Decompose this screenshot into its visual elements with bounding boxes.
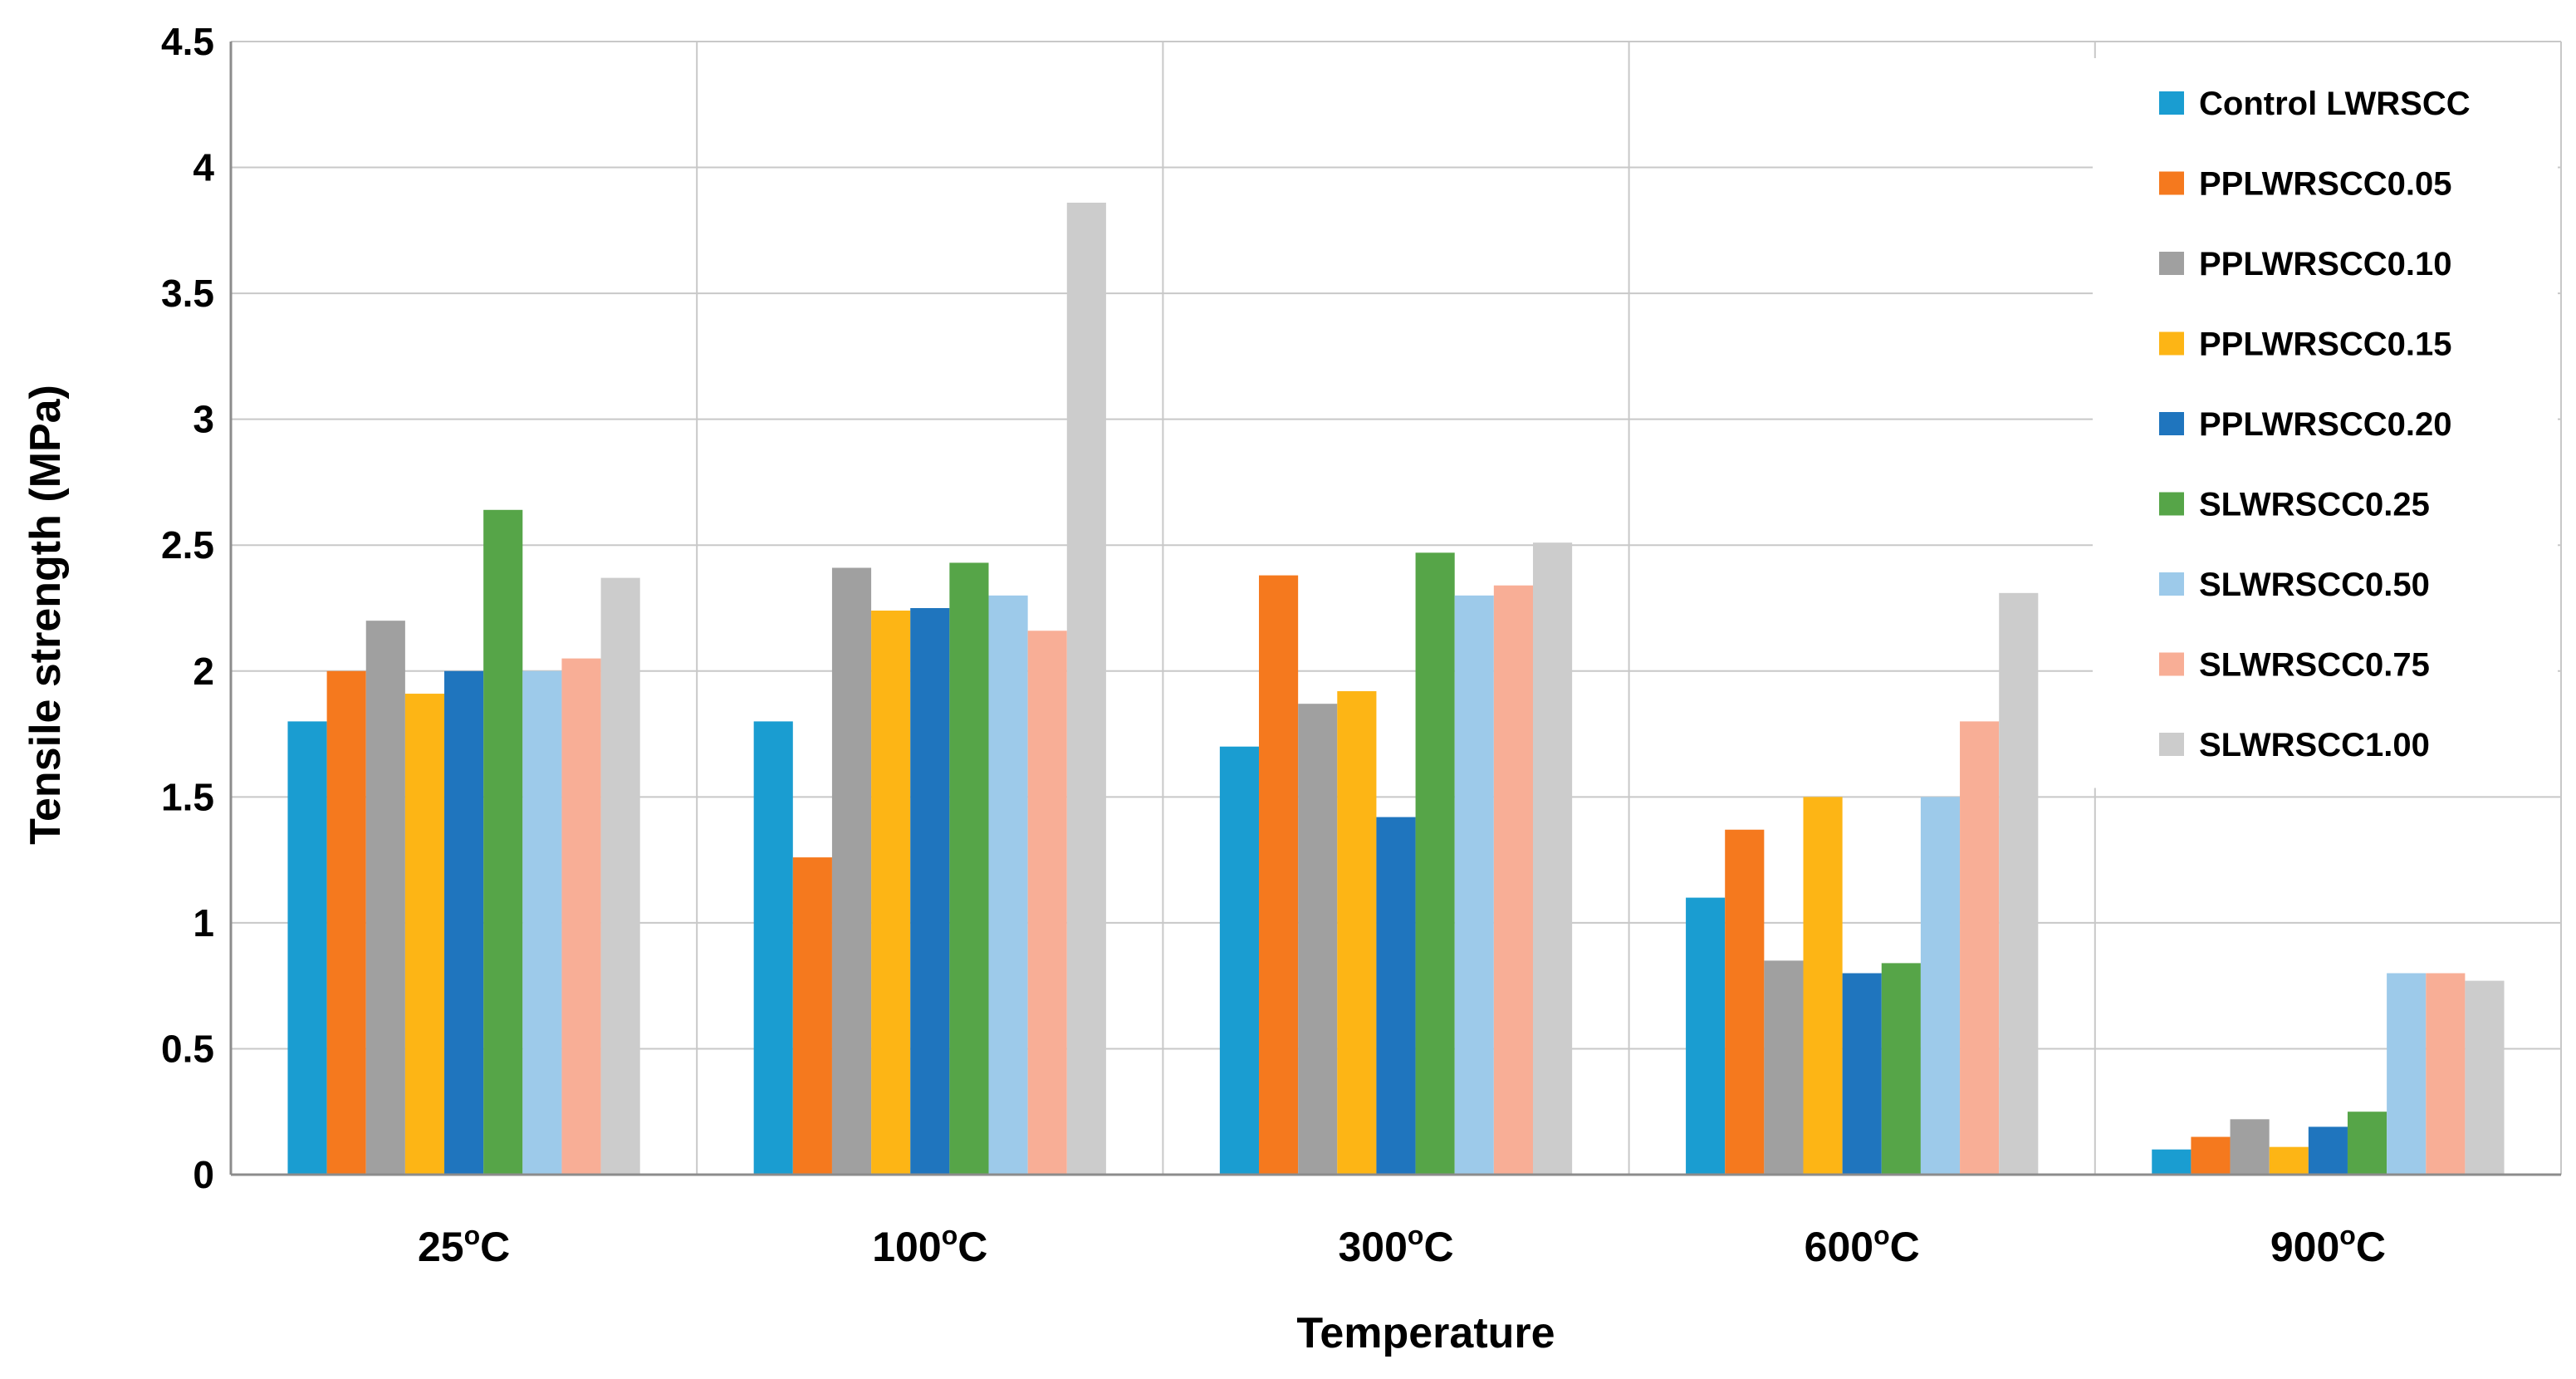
legend-swatch	[2159, 652, 2184, 676]
bar	[1219, 746, 1260, 1175]
bar	[1764, 960, 1804, 1175]
bar	[2347, 1112, 2387, 1175]
bar	[1999, 592, 2039, 1175]
x-tick-label: 100oC	[872, 1220, 987, 1270]
legend-swatch	[2159, 331, 2184, 356]
legend-swatch	[2159, 171, 2184, 195]
legend-swatch	[2159, 492, 2184, 516]
y-tick-label: 4.5	[161, 20, 214, 63]
bar	[910, 608, 950, 1175]
legend-label: SLWRSCC1.00	[2199, 727, 2430, 763]
bar	[365, 621, 405, 1175]
bar	[1532, 542, 1573, 1175]
bar	[2230, 1119, 2270, 1175]
bar	[1686, 897, 1726, 1175]
y-tick-label: 1	[193, 901, 214, 945]
bar	[1960, 721, 2000, 1175]
x-axis-label: Temperature	[1296, 1309, 1555, 1357]
bar	[2426, 973, 2466, 1175]
bar	[871, 611, 911, 1175]
bar	[1725, 829, 1765, 1175]
legend-swatch	[2159, 412, 2184, 435]
bar	[1803, 797, 1843, 1175]
bar	[831, 567, 872, 1175]
x-tick-label: 600oC	[1805, 1220, 1920, 1270]
bar	[1881, 963, 1921, 1175]
bar	[1376, 817, 1416, 1175]
y-tick-labels: 0 0.5 1 1.5 2 2.5 3 3.5 4 4.5	[161, 20, 214, 1196]
bar	[1298, 704, 1338, 1175]
bar	[2191, 1136, 2231, 1175]
bars	[287, 202, 2505, 1175]
legend-label: PPLWRSCC0.15	[2199, 326, 2452, 363]
bar	[326, 670, 366, 1175]
bar	[1337, 691, 1377, 1175]
bar	[483, 509, 523, 1175]
y-tick-label: 3	[193, 398, 214, 441]
legend-label: SLWRSCC0.75	[2199, 647, 2430, 684]
bar	[2269, 1146, 2309, 1175]
bar	[561, 658, 601, 1175]
bar	[287, 721, 327, 1175]
x-tick-label: 900oC	[2270, 1220, 2386, 1270]
y-tick-label: 4	[193, 146, 214, 189]
bar	[1415, 552, 1455, 1175]
legend-label: SLWRSCC0.25	[2199, 487, 2430, 523]
bar	[1259, 575, 1299, 1175]
bar	[1454, 595, 1494, 1175]
bar	[522, 670, 562, 1175]
bar	[2387, 973, 2427, 1175]
bar	[2152, 1149, 2192, 1175]
x-tick-label: 25oC	[418, 1220, 510, 1270]
legend-label: PPLWRSCC0.10	[2199, 246, 2452, 282]
x-tick-labels: 25oC 100oC 300oC 600oC 900oC	[418, 1220, 2386, 1270]
bar	[1493, 585, 1533, 1175]
bar	[792, 857, 832, 1175]
axes	[229, 42, 2561, 1176]
legend-swatch	[2159, 733, 2184, 756]
legend: Control LWRSCC PPLWRSCC0.05 PPLWRSCC0.10 PP…	[2093, 58, 2558, 788]
bar	[988, 595, 1028, 1175]
legend-swatch	[2159, 91, 2184, 115]
bar	[1920, 797, 1961, 1175]
bar	[2465, 980, 2505, 1175]
bar	[404, 694, 445, 1175]
y-axis-label: Tensile strength (MPa)	[22, 385, 70, 845]
y-tick-label: 2	[193, 650, 214, 693]
x-tick-label: 300oC	[1338, 1220, 1453, 1270]
bar	[2308, 1126, 2348, 1175]
legend-label: SLWRSCC0.50	[2199, 567, 2430, 603]
y-tick-label: 2.5	[161, 523, 214, 567]
y-tick-label: 0.5	[161, 1027, 214, 1070]
bar	[444, 670, 484, 1175]
y-tick-label: 3.5	[161, 272, 214, 315]
bar	[1066, 202, 1106, 1175]
y-tick-label: 0	[193, 1153, 214, 1196]
legend-swatch	[2159, 572, 2184, 596]
bar	[753, 721, 793, 1175]
bar	[600, 577, 640, 1175]
legend-label: PPLWRSCC0.20	[2199, 406, 2452, 443]
legend-swatch	[2159, 252, 2184, 275]
legend-label: PPLWRSCC0.05	[2199, 166, 2452, 203]
bar	[949, 562, 989, 1175]
legend-label: Control LWRSCC	[2199, 86, 2471, 122]
y-tick-label: 1.5	[161, 775, 214, 818]
bar	[1027, 631, 1067, 1175]
bar	[1842, 973, 1882, 1175]
